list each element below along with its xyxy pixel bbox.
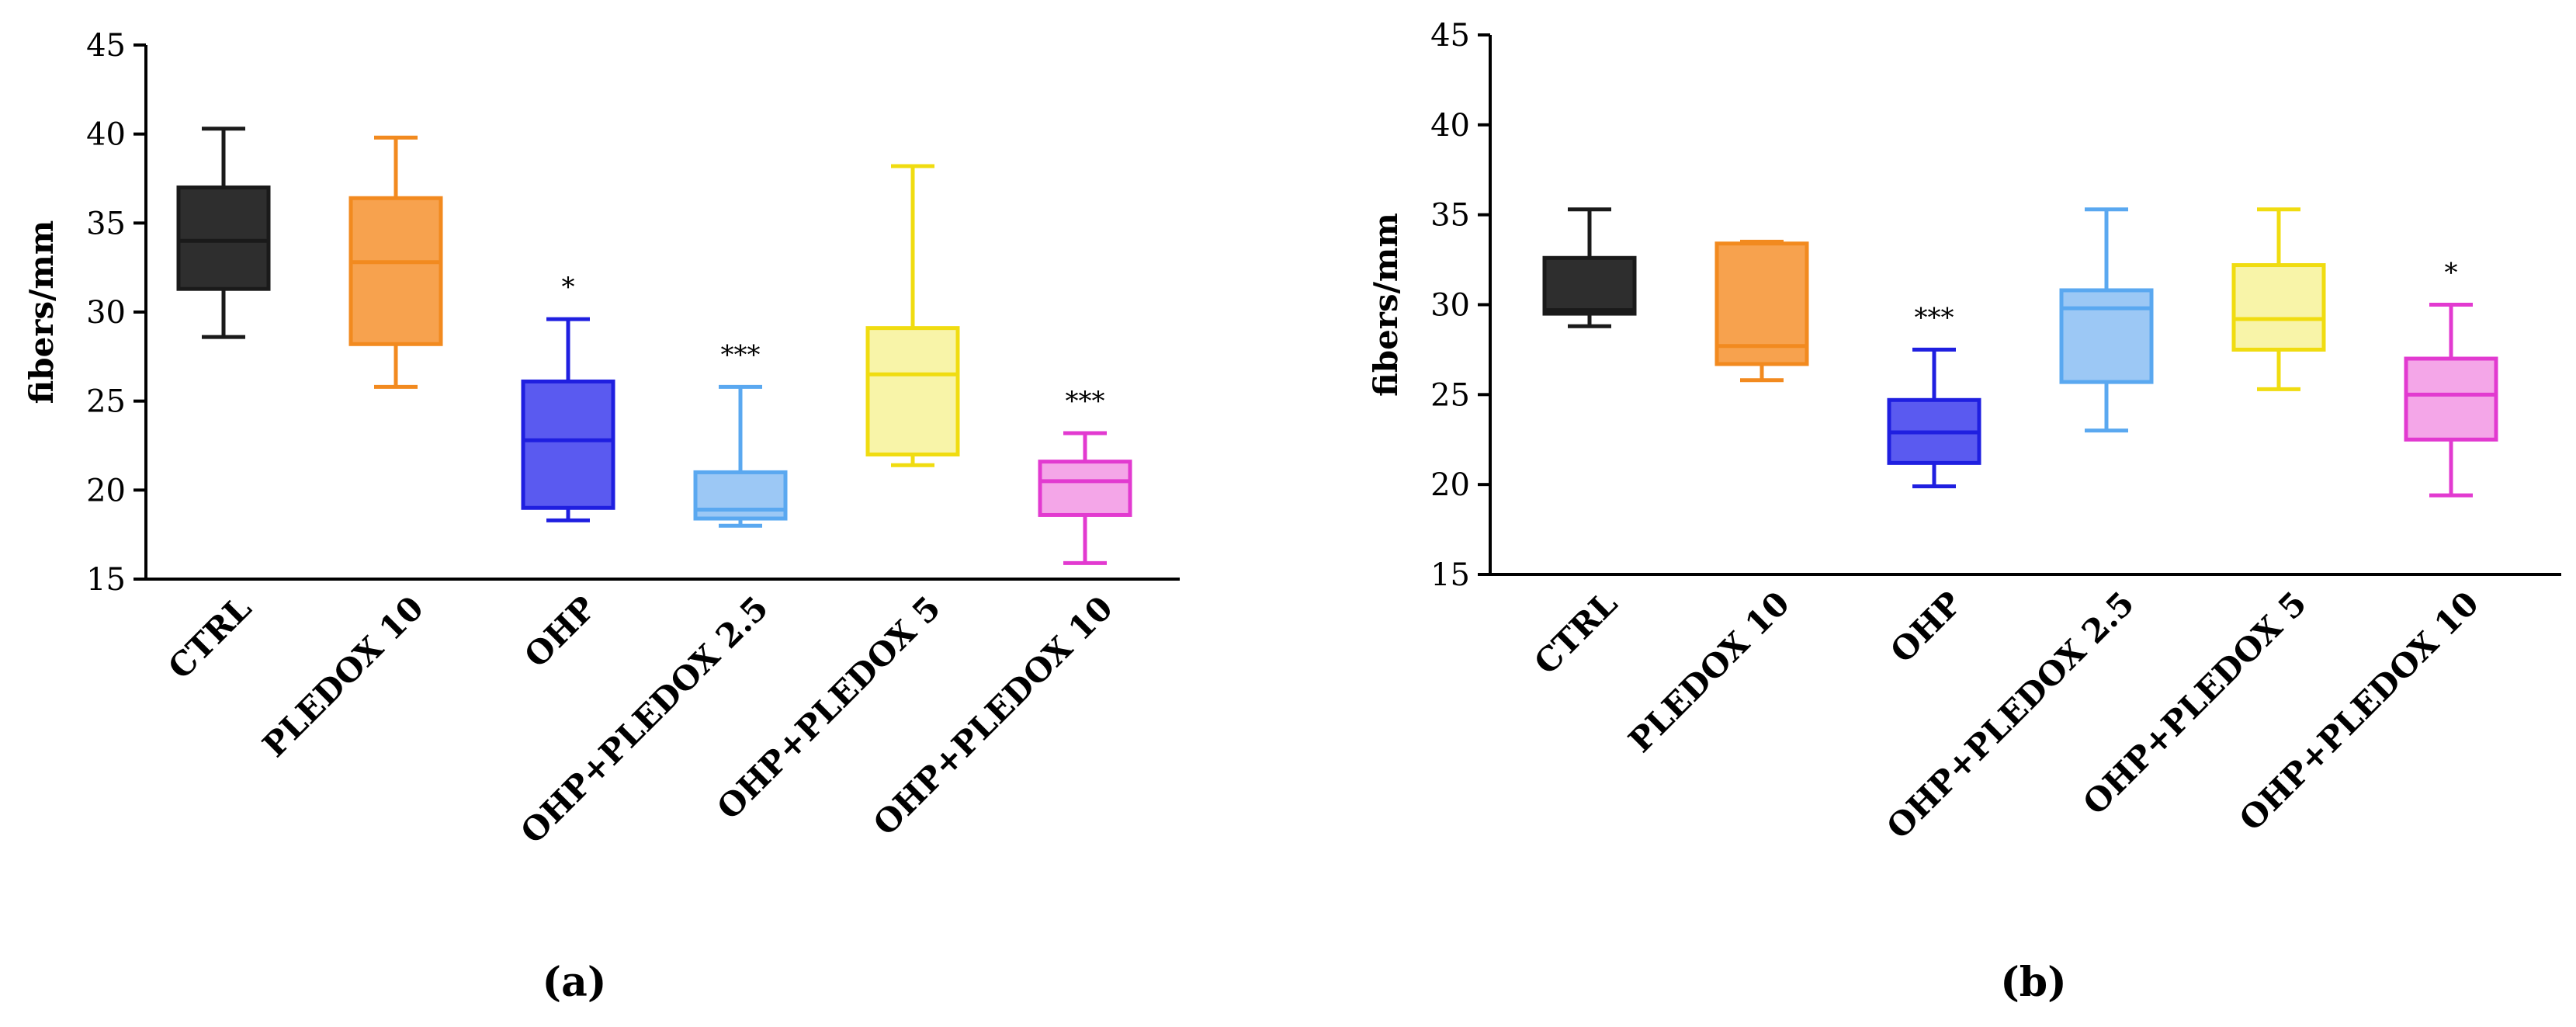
- box-ohp: *: [521, 272, 615, 522]
- y-tick-label: 45: [1430, 18, 1470, 54]
- box-iqr: [521, 379, 615, 510]
- category-label: CTRL: [161, 588, 258, 686]
- box-iqr: [2404, 356, 2498, 442]
- box-ohp-pledox-2-5: ***: [693, 339, 788, 528]
- y-tick-label: 20: [86, 473, 126, 508]
- y-axis-title: fibers/mm: [1367, 213, 1405, 397]
- significance-label: ***: [721, 339, 761, 370]
- box-iqr: [1542, 255, 1637, 316]
- y-tick-label: 30: [86, 295, 126, 331]
- significance-label: *: [2445, 258, 2458, 289]
- y-tick-label: 35: [86, 206, 126, 241]
- category-label: OHP: [1883, 584, 1969, 670]
- y-axis-title: fibers/mm: [23, 220, 61, 404]
- y-tick-label: 40: [1430, 108, 1470, 144]
- box-pledox-10: [348, 135, 443, 389]
- significance-label: ***: [1915, 302, 1954, 333]
- y-tick-label: 25: [1430, 377, 1470, 413]
- box-ohp-pledox-10: *: [2404, 258, 2498, 498]
- box-ohp-pledox-5: [2231, 207, 2326, 391]
- y-tick-label: 40: [86, 117, 126, 153]
- box-iqr: [1038, 460, 1132, 517]
- significance-label: *: [562, 272, 575, 303]
- y-tick-label: 45: [86, 28, 126, 64]
- box-iqr: [865, 326, 960, 456]
- box-iqr: [176, 185, 271, 291]
- panel-label: (a): [543, 959, 607, 1006]
- y-tick-label: 25: [86, 384, 126, 420]
- box-iqr: [2231, 263, 2326, 352]
- significance-label: ***: [1066, 386, 1105, 417]
- box-iqr: [1714, 241, 1809, 366]
- box-pledox-10: [1714, 239, 1809, 383]
- category-label: OHP: [517, 588, 603, 675]
- category-label: PLEDOX 10: [255, 588, 431, 764]
- box-ohp: ***: [1887, 302, 1981, 488]
- panel-label: (b): [2000, 959, 2067, 1006]
- y-tick-label: 15: [86, 562, 126, 598]
- box-ohp-pledox-5: [865, 164, 960, 467]
- y-tick-label: 30: [1430, 288, 1470, 324]
- category-label: CTRL: [1527, 584, 1624, 682]
- y-tick-label: 35: [1430, 198, 1470, 234]
- y-tick-label: 15: [1430, 557, 1470, 593]
- box-iqr: [2059, 288, 2154, 384]
- box-iqr: [693, 470, 788, 521]
- box-ohp-pledox-10: ***: [1038, 386, 1132, 565]
- box-iqr: [348, 196, 443, 346]
- y-tick-label: 20: [1430, 467, 1470, 503]
- category-label: PLEDOX 10: [1621, 584, 1797, 759]
- box-ctrl: [1542, 207, 1637, 328]
- box-ctrl: [176, 127, 271, 339]
- box-ohp-pledox-2-5: [2059, 207, 2154, 433]
